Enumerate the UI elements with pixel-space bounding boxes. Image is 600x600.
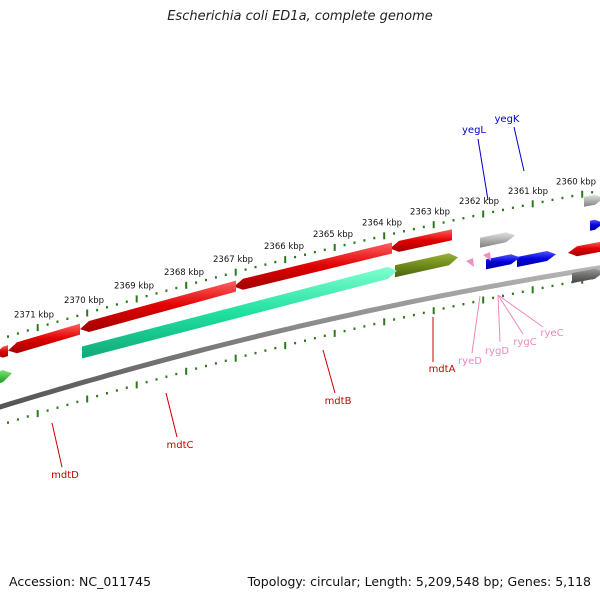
map-title: Escherichia coli ED1a, complete genome <box>167 9 433 24</box>
gene-label-yegL[interactable]: yegL <box>462 125 486 136</box>
gene-mdtC-arrow[interactable] <box>80 280 236 332</box>
outer-ruler-dots <box>7 190 594 338</box>
gene-label-ryeD[interactable]: ryeD <box>458 356 482 367</box>
small-rna-mark[interactable] <box>483 252 491 261</box>
gene-partial-left-red-arrow[interactable] <box>0 345 8 358</box>
ruler-label: 2369 kbp <box>114 282 154 292</box>
gene-label-rygD[interactable]: rygD <box>485 346 509 357</box>
gene-label-ryeC[interactable]: ryeC <box>540 328 563 339</box>
gene-lower-blue-arrow[interactable] <box>486 254 520 270</box>
gene-label-yegK[interactable]: yegK <box>495 114 520 125</box>
ruler-label: 2366 kbp <box>264 242 304 252</box>
gene-mdtA-arrow[interactable] <box>390 229 452 252</box>
feature-olive-strip[interactable] <box>395 253 458 278</box>
ruler-label: 2364 kbp <box>362 218 402 228</box>
label-leader-line <box>471 295 481 354</box>
label-leader-line <box>497 294 544 328</box>
label-leader-line <box>322 349 336 394</box>
feature-green-strip[interactable] <box>0 370 12 385</box>
label-leader-line <box>497 294 501 343</box>
gene-partial-right-red-arrow[interactable] <box>568 241 600 257</box>
ruler-label: 2363 kbp <box>410 208 450 218</box>
ruler-label: 2365 kbp <box>313 230 353 240</box>
gene-partial-right-dark-arrow[interactable] <box>572 268 600 284</box>
label-leader-line <box>477 138 489 201</box>
small-rna-mark[interactable] <box>466 258 474 267</box>
gene-label-mdtA[interactable]: mdtA <box>429 364 456 375</box>
gene-yegK-arrow[interactable] <box>517 251 556 267</box>
gene-label-mdtC[interactable]: mdtC <box>167 440 194 451</box>
label-leader-line <box>497 294 524 335</box>
ruler-label: 2367 kbp <box>213 255 253 265</box>
gene-partial-right-grey-arrow[interactable] <box>584 194 600 207</box>
ruler-label: 2360 kbp <box>556 177 596 187</box>
gene-yegL-arrow[interactable] <box>480 232 515 248</box>
gene-label-mdtB[interactable]: mdtB <box>325 396 352 407</box>
label-layer: 2360 kbp 2361 kbp 2362 kbp 2363 kbp 2364 kbp… <box>14 114 596 481</box>
ruler-label: 2362 kbp <box>459 197 499 207</box>
ruler-label: 2370 kbp <box>64 296 104 306</box>
label-leader-line <box>165 392 178 438</box>
label-leader-line <box>51 422 63 468</box>
genome-backbone <box>0 265 600 410</box>
gene-label-mdtD[interactable]: mdtD <box>51 470 79 481</box>
gene-partial-right-blue-arrow[interactable] <box>590 219 600 231</box>
gene-mdtB-arrow[interactable] <box>234 242 392 290</box>
ruler-label: 2371 kbp <box>14 311 54 321</box>
gene-label-rygC[interactable]: rygC <box>513 337 536 348</box>
feature-layer <box>0 194 600 410</box>
ruler-label: 2361 kbp <box>508 187 548 197</box>
feature-aqua-strip[interactable] <box>82 266 397 359</box>
accession-text: Accession: NC_011745 <box>9 574 152 589</box>
ruler-layer <box>7 190 594 424</box>
genome-summary-text: Topology: circular; Length: 5,209,548 bp… <box>247 574 591 589</box>
ruler-label: 2368 kbp <box>164 268 204 278</box>
label-leader-line <box>513 126 525 172</box>
gene-mdtD-arrow[interactable] <box>8 323 80 354</box>
